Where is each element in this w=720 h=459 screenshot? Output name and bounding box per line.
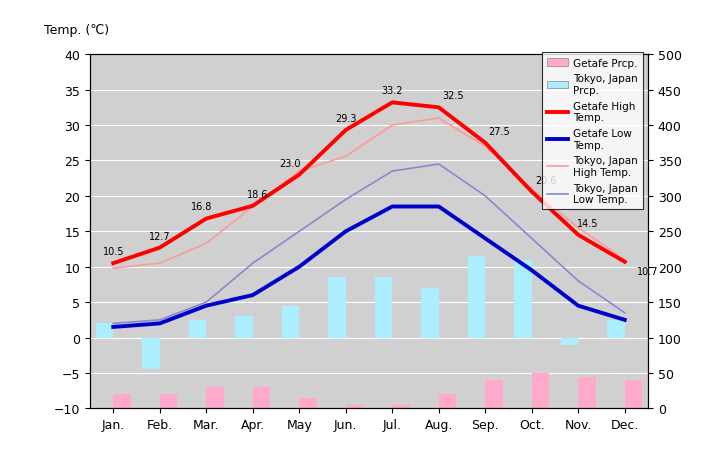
Bar [625,380,642,409]
Bar [421,288,438,338]
Bar [514,260,532,338]
Text: 12.7: 12.7 [149,231,171,241]
Text: 14.5: 14.5 [577,218,598,228]
Bar [346,405,364,409]
Bar [607,320,625,338]
Bar [578,377,596,409]
Bar [142,338,160,369]
Bar [485,380,503,409]
Text: 29.3: 29.3 [335,114,356,123]
Text: 33.2: 33.2 [382,86,403,96]
Bar [561,338,578,345]
Text: 10.7: 10.7 [637,266,659,276]
Text: 27.5: 27.5 [488,126,510,136]
Bar [328,278,346,338]
Text: Temp. (℃): Temp. (℃) [43,24,109,37]
Bar [438,394,456,409]
Bar [206,387,224,409]
Bar [300,398,317,409]
Text: 23.0: 23.0 [279,158,301,168]
Text: 10.5: 10.5 [102,246,124,257]
Bar [189,320,206,338]
Bar [235,317,253,338]
Bar [532,373,549,409]
Text: 20.6: 20.6 [535,175,557,185]
Bar [113,394,131,409]
Bar [96,324,113,338]
Text: 16.8: 16.8 [191,202,212,212]
Legend: Getafe Prcp., Tokyo, Japan
Prcp., Getafe High
Temp., Getafe Low
Temp., Tokyo, Ja: Getafe Prcp., Tokyo, Japan Prcp., Getafe… [541,53,643,210]
Bar [374,278,392,338]
Bar [467,257,485,338]
Bar [282,306,300,338]
Bar [392,405,410,409]
Text: 18.6: 18.6 [247,189,268,199]
Bar [253,387,271,409]
Bar [160,394,177,409]
Text: 32.5: 32.5 [442,91,464,101]
